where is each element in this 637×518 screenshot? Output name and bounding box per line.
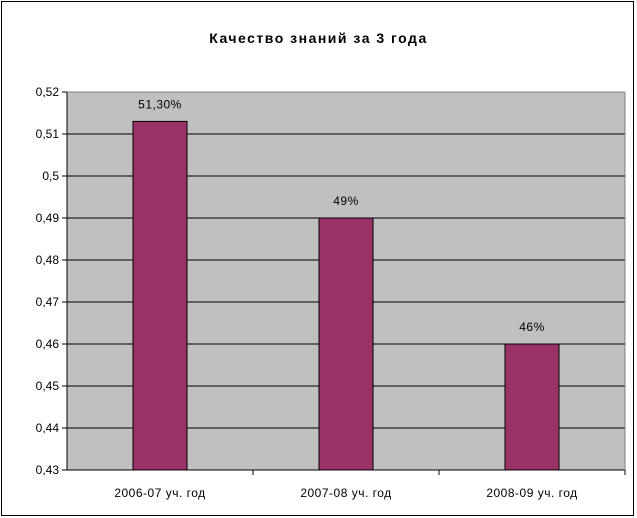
data-label: 49% [333, 194, 359, 208]
data-labels: 51,30% 49% 46% [138, 97, 545, 334]
axes [66, 91, 626, 475]
y-tick-label: 0,43 [36, 463, 60, 477]
y-tick-label: 0,48 [36, 253, 60, 267]
chart-title: Качество знаний за 3 года [209, 30, 428, 46]
data-label: 46% [519, 320, 545, 334]
bar [504, 343, 560, 471]
x-category-label: 2008-09 уч. год [486, 486, 577, 500]
y-tick-label: 0,47 [36, 295, 60, 309]
y-tick-label: 0,51 [36, 127, 60, 141]
y-tick-label: 0,52 [36, 85, 60, 99]
bars [132, 120, 560, 471]
y-tick-label: 0,49 [36, 211, 60, 225]
y-tick-label: 0,5 [42, 169, 59, 183]
y-axis-ticks: 0,43 0,44 0,45 0,46 0,47 0,48 0,49 0,5 0,51 0,52 [36, 85, 67, 477]
x-category-label: 2007-08 уч. год [300, 486, 391, 500]
data-label: 51,30% [138, 97, 182, 111]
y-tick-label: 0,45 [36, 379, 60, 393]
y-tick-label: 0,44 [36, 421, 60, 435]
x-category-label: 2006-07 уч. год [114, 486, 205, 500]
x-axis-categories: 2006-07 уч. год 2007-08 уч. год 2008-09 уч… [114, 486, 577, 500]
bar [132, 120, 188, 471]
bar [318, 217, 374, 471]
y-tick-label: 0,46 [36, 337, 60, 351]
